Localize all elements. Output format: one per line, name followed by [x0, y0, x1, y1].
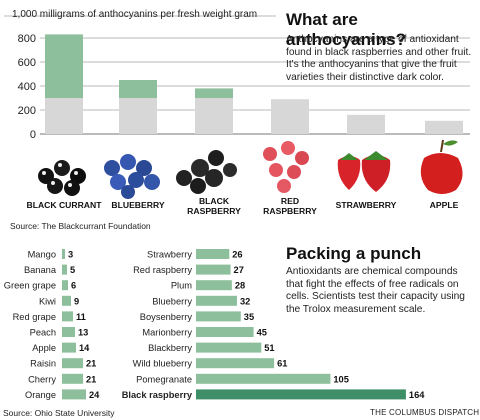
value-label: 11 [76, 312, 86, 322]
value-label: 35 [244, 312, 254, 322]
category-label: Raisin [30, 359, 56, 369]
bar-lower [45, 98, 83, 134]
value-bar [196, 358, 275, 369]
y-tick-label: 0 [30, 129, 36, 141]
value-label: 61 [277, 359, 287, 369]
category-label: Red raspberry [133, 265, 192, 275]
value-label: 27 [234, 265, 244, 275]
value-bar [196, 389, 406, 400]
bar-lower [271, 99, 309, 134]
category-label: Wild blueberry [133, 359, 193, 369]
strawberry-icon [337, 151, 391, 192]
bottom-source: Source: Ohio State University [3, 408, 115, 418]
category-label: Orange [25, 390, 56, 400]
value-label: 21 [86, 374, 96, 384]
anthocyanin-description: Anthocyanins are a type of antioxidant f… [286, 34, 472, 83]
value-bar [196, 295, 237, 306]
value-bar [196, 280, 232, 291]
value-label: 45 [257, 328, 267, 338]
packing-punch-title: Packing a punch [286, 244, 422, 263]
value-bar [62, 373, 83, 384]
value-label: 3 [68, 250, 73, 260]
bar-lower [347, 114, 385, 134]
bar-lower [119, 98, 157, 134]
value-bar [62, 358, 83, 369]
value-label: 28 [235, 281, 245, 291]
value-label: 6 [71, 281, 76, 291]
category-label: Strawberry [147, 250, 192, 260]
value-bar [62, 342, 76, 353]
blueberry-icon [104, 154, 160, 199]
bar-upper [45, 34, 83, 98]
value-label: 164 [409, 390, 425, 400]
category-label: Pomegranate [136, 374, 192, 384]
value-bar [62, 327, 75, 337]
black-currant-icon [38, 160, 86, 196]
category-label: Apple [32, 343, 56, 353]
value-bar [196, 373, 331, 384]
category-label: Black raspberry [122, 390, 193, 400]
y-tick-label: 400 [18, 81, 36, 93]
y-axis-unit-label: 1,000 milligrams of anthocyanins per fre… [12, 9, 258, 20]
bar-upper [119, 80, 157, 98]
anthocyanin-title: What are anthocyanins? [286, 10, 406, 49]
value-bar [62, 389, 86, 400]
category-label: Blueberry [152, 296, 192, 306]
value-bar [62, 280, 68, 291]
value-bar [196, 249, 230, 259]
value-bar [62, 295, 71, 306]
value-label: 13 [78, 328, 88, 338]
packing-punch-description: Antioxidants are chemical compounds that… [286, 266, 465, 315]
value-label: 51 [264, 343, 274, 353]
anthocyanin-bar-chart: 0 200 400 600 800 [4, 15, 470, 199]
value-label: 26 [232, 250, 242, 260]
fruit-category-label: BLACK CURRANT [26, 200, 102, 210]
category-label: Marionberry [142, 328, 192, 338]
fruit-category-label: BLACK RASPBERRY [187, 196, 241, 216]
value-label: 32 [240, 296, 250, 306]
y-tick-label: 600 [18, 57, 36, 69]
value-label: 105 [333, 374, 349, 384]
bar-lower [195, 98, 233, 134]
fruit-category-label: APPLE [429, 200, 459, 210]
category-label: Green grape [4, 281, 56, 291]
value-label: 9 [74, 296, 79, 306]
apple-icon [420, 139, 463, 194]
black-raspberry-icon [176, 150, 237, 194]
red-raspberry-icon [263, 141, 309, 193]
fruit-category-label: STRAWBERRY [335, 200, 397, 210]
category-label: Plum [171, 281, 192, 291]
value-label: 5 [70, 265, 75, 275]
y-tick-label: 200 [18, 105, 36, 117]
category-label: Boysenberry [140, 312, 193, 322]
value-bar [196, 327, 254, 337]
bar-upper [195, 88, 233, 98]
category-label: Blackberry [148, 343, 192, 353]
value-bar [196, 311, 241, 322]
value-label: 21 [86, 359, 96, 369]
category-label: Banana [24, 265, 57, 275]
category-label: Mango [28, 250, 56, 260]
value-bar [62, 311, 73, 322]
category-label: Red grape [13, 312, 56, 322]
y-tick-label: 800 [18, 33, 36, 45]
fruit-category-label: RED RASPBERRY [263, 196, 317, 216]
value-bar [196, 264, 231, 275]
category-label: Peach [30, 328, 56, 338]
value-bar [62, 264, 67, 275]
top-source: Source: The Blackcurrant Foundation [10, 221, 151, 231]
publisher-credit: THE COLUMBUS DISPATCH [370, 408, 480, 417]
value-bar [196, 342, 262, 353]
bar-lower [425, 120, 463, 134]
fruit-category-label: BLUEBERRY [111, 200, 165, 210]
value-label: 14 [79, 343, 90, 353]
value-label: 24 [89, 390, 100, 400]
category-label: Cherry [28, 374, 56, 384]
value-bar [62, 249, 65, 259]
category-label: Kiwi [39, 296, 56, 306]
